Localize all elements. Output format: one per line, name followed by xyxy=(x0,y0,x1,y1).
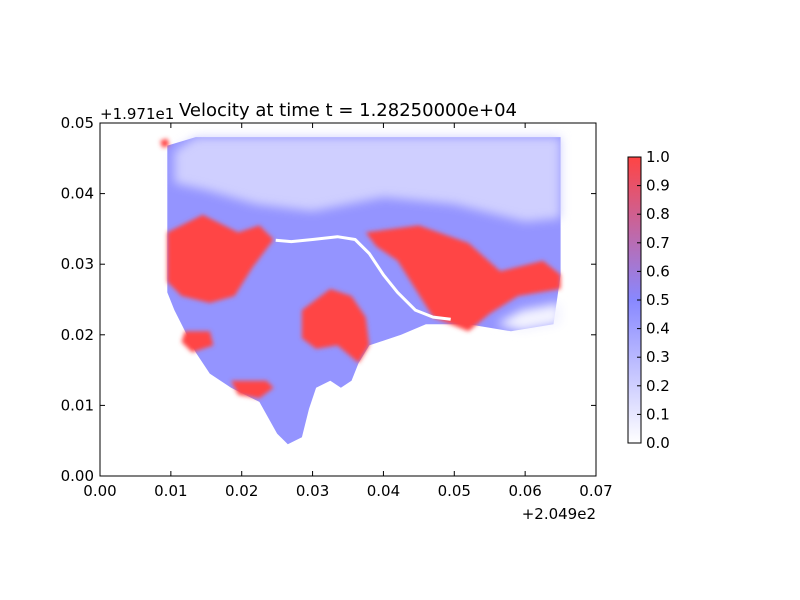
x-tick-label: 0.04 xyxy=(367,482,400,500)
high-velocity-region xyxy=(160,138,170,148)
colorbar-tick-label: 0.0 xyxy=(646,434,670,452)
colorbar-tick-label: 0.2 xyxy=(646,377,670,395)
chart-title: Velocity at time t = 1.28250000e+04 xyxy=(179,100,517,121)
low-velocity-layer xyxy=(174,137,561,332)
colorbar-tick-label: 0.9 xyxy=(646,177,670,195)
axes-frame xyxy=(99,122,597,477)
colorbar-tick-label: 0.1 xyxy=(646,405,670,423)
colorbar-ticks: 0.0 0.1 0.2 0.3 0.4 0.5 0.6 0.7 0.8 0.9 1.0 xyxy=(637,148,670,452)
x-tick-label: 0.07 xyxy=(579,482,612,500)
x-tick-label: 0.00 xyxy=(83,482,116,500)
y-tick-label: 0.03 xyxy=(61,255,94,273)
colorbar-tick-label: 0.8 xyxy=(646,205,670,223)
x-offset-label: +2.049e2 xyxy=(522,505,596,523)
colorbar-tick-label: 0.4 xyxy=(646,320,670,338)
high-velocity-region xyxy=(167,214,274,303)
colorbar-tick-label: 0.7 xyxy=(646,234,670,252)
x-tick-label: 0.03 xyxy=(296,482,329,500)
high-velocity-region xyxy=(365,225,561,332)
y-tick-label: 0.00 xyxy=(61,467,94,485)
high-velocity-region xyxy=(181,331,214,353)
low-velocity-region xyxy=(496,303,561,332)
high-velocity-layer xyxy=(160,138,561,399)
y-tick-label: 0.05 xyxy=(61,114,94,132)
velocity-field xyxy=(160,137,561,445)
x-tick-label: 0.06 xyxy=(508,482,541,500)
y-tick-label: 0.02 xyxy=(61,326,94,344)
x-tick-label: 0.01 xyxy=(154,482,187,500)
y-tick-label: 0.01 xyxy=(61,396,94,414)
y-tick-label: 0.04 xyxy=(61,185,94,203)
colorbar-tick-label: 0.5 xyxy=(646,291,670,309)
high-velocity-region xyxy=(231,380,274,399)
y-offset-label: +1.971e1 xyxy=(100,105,174,123)
colorbar-tick-label: 0.3 xyxy=(646,348,670,366)
x-tick-label: 0.02 xyxy=(225,482,258,500)
high-velocity-region xyxy=(301,288,370,363)
streamline-trace xyxy=(275,235,451,321)
domain-base-fill xyxy=(167,137,561,445)
colorbar-tick-label: 1.0 xyxy=(646,148,670,166)
colorbar-tick-label: 0.6 xyxy=(646,262,670,280)
y-axis-ticks: 0.00 0.01 0.02 0.03 0.04 0.05 xyxy=(61,114,596,485)
low-velocity-region xyxy=(174,137,561,222)
x-tick-label: 0.05 xyxy=(438,482,471,500)
x-axis-ticks: 0.00 0.01 0.02 0.03 0.04 0.05 0.06 0.07 xyxy=(83,123,613,500)
